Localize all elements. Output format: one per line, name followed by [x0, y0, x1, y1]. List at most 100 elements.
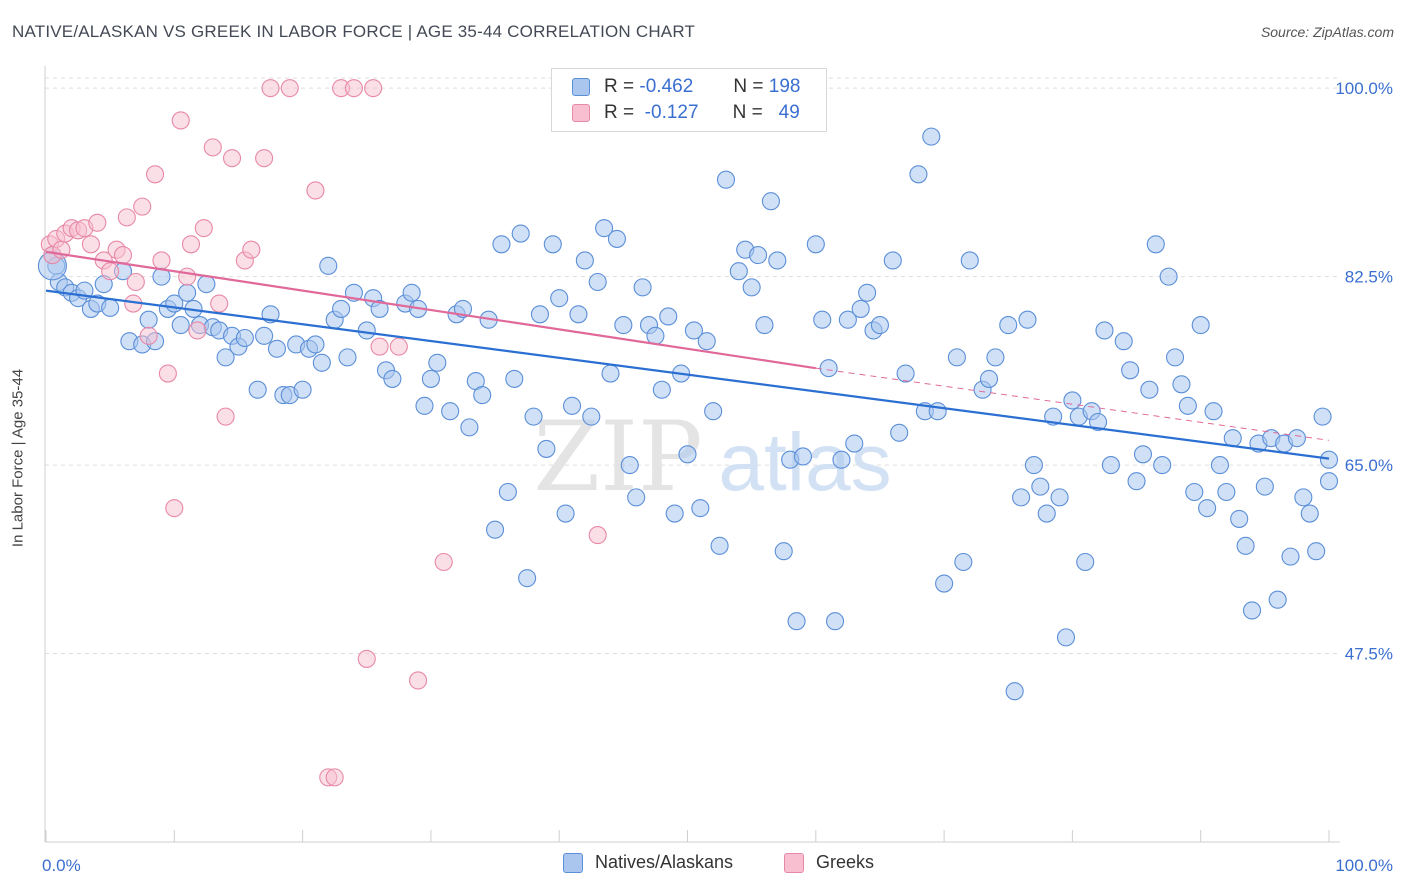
- natives-point: [620, 456, 639, 475]
- natives-point: [1127, 472, 1146, 491]
- series-name-natives: Natives/Alaskans: [595, 852, 734, 872]
- greeks-point: [152, 251, 171, 270]
- natives-point: [832, 450, 851, 469]
- series-swatch-greeks: [784, 852, 804, 873]
- greeks-point: [88, 213, 107, 232]
- natives-point: [1287, 429, 1306, 448]
- natives-point: [498, 482, 517, 502]
- x-tick-label-max: 100.0%: [1335, 856, 1393, 875]
- natives-point: [1178, 396, 1197, 415]
- natives-point: [986, 348, 1005, 367]
- natives-point: [704, 402, 723, 421]
- trend-lines: [45, 250, 1330, 460]
- natives-point: [306, 335, 325, 354]
- natives-point: [402, 283, 421, 302]
- legend-swatch-greeks: [572, 104, 590, 122]
- natives-point: [524, 407, 543, 426]
- natives-point: [697, 332, 716, 351]
- greeks-point: [178, 267, 197, 286]
- natives-point: [537, 439, 556, 458]
- natives-point: [1255, 477, 1274, 496]
- natives-point: [890, 423, 909, 442]
- greeks-point: [306, 181, 325, 200]
- legend-row-greeks: R = -0.127 N = 49: [572, 101, 800, 125]
- natives-point: [1063, 391, 1082, 410]
- legend-r-label: R =: [604, 102, 635, 123]
- greeks-point: [101, 262, 120, 281]
- natives-point: [235, 328, 254, 348]
- natives-point: [947, 348, 966, 367]
- greeks-point: [171, 111, 190, 130]
- natives-point: [319, 256, 338, 275]
- natives-point: [595, 219, 614, 238]
- greeks-point: [188, 321, 207, 340]
- natives-point: [473, 386, 492, 405]
- series-legend-greeks: Greeks: [784, 852, 874, 873]
- natives-point: [550, 289, 569, 308]
- natives-point: [652, 380, 671, 399]
- natives-point: [511, 224, 530, 243]
- natives-point: [197, 275, 216, 294]
- greeks-point: [181, 235, 201, 254]
- natives-point: [562, 396, 582, 415]
- natives-point: [588, 272, 607, 292]
- natives-point: [485, 520, 505, 539]
- natives-point: [248, 380, 267, 399]
- natives-point: [710, 536, 729, 555]
- source-credit: Source: ZipAtlas.com: [1260, 24, 1394, 40]
- stats-legend: R = -0.462 N = 198 R = -0.127 N = 49: [551, 68, 827, 132]
- greeks-point: [126, 272, 145, 292]
- natives-point: [922, 127, 941, 146]
- natives-point: [421, 369, 440, 388]
- greeks-point: [194, 219, 213, 238]
- greeks-point: [146, 165, 165, 184]
- series-swatch-natives: [563, 852, 583, 873]
- natives-point: [761, 192, 780, 211]
- natives-point: [1024, 456, 1043, 475]
- natives-point: [312, 353, 331, 372]
- greeks-point: [139, 326, 158, 345]
- natives-point: [614, 316, 633, 335]
- natives-point: [755, 316, 774, 335]
- natives-point: [838, 310, 857, 329]
- greeks-point: [81, 235, 100, 254]
- natives-point: [1300, 504, 1319, 523]
- greeks-trend-line-dashed: [815, 367, 1330, 441]
- natives-point: [582, 407, 601, 426]
- tick-labels: 47.5% 65.0% 82.5% 100.0% 0.0% 100.0%: [42, 79, 1393, 875]
- natives-point: [415, 396, 434, 415]
- natives-point: [1005, 682, 1024, 701]
- natives-point: [216, 348, 235, 367]
- series-legend: Natives/Alaskans Greeks: [0, 852, 1406, 878]
- greeks-point: [344, 79, 363, 98]
- natives-point: [383, 369, 402, 388]
- natives-point: [678, 445, 697, 464]
- natives-point: [793, 447, 813, 466]
- watermark-zip: ZIP: [533, 401, 702, 513]
- natives-point: [1012, 488, 1031, 507]
- natives-point: [332, 299, 351, 318]
- x-tick-label-min: 0.0%: [42, 856, 81, 875]
- natives-point: [935, 574, 954, 593]
- natives-point: [659, 307, 678, 326]
- greeks-point: [158, 364, 177, 383]
- natives-point: [768, 251, 787, 270]
- legend-r-value-natives: -0.462: [639, 76, 694, 97]
- natives-point: [870, 316, 890, 335]
- legend-n-value-greeks: 49: [778, 102, 800, 123]
- natives-point: [633, 278, 652, 297]
- y-tick-label: 100.0%: [1335, 79, 1393, 98]
- series-name-greeks: Greeks: [816, 852, 875, 872]
- greeks-point: [222, 149, 242, 168]
- legend-swatch-natives: [572, 78, 590, 96]
- natives-point: [896, 364, 915, 383]
- natives-point: [1198, 499, 1217, 518]
- natives-point: [1223, 429, 1242, 448]
- legend-r-value-greeks: -0.127: [644, 102, 699, 123]
- natives-point: [505, 369, 524, 388]
- greeks-point: [434, 552, 453, 572]
- natives-point: [1121, 361, 1140, 380]
- natives-point: [1114, 332, 1133, 351]
- axes: [44, 66, 1340, 843]
